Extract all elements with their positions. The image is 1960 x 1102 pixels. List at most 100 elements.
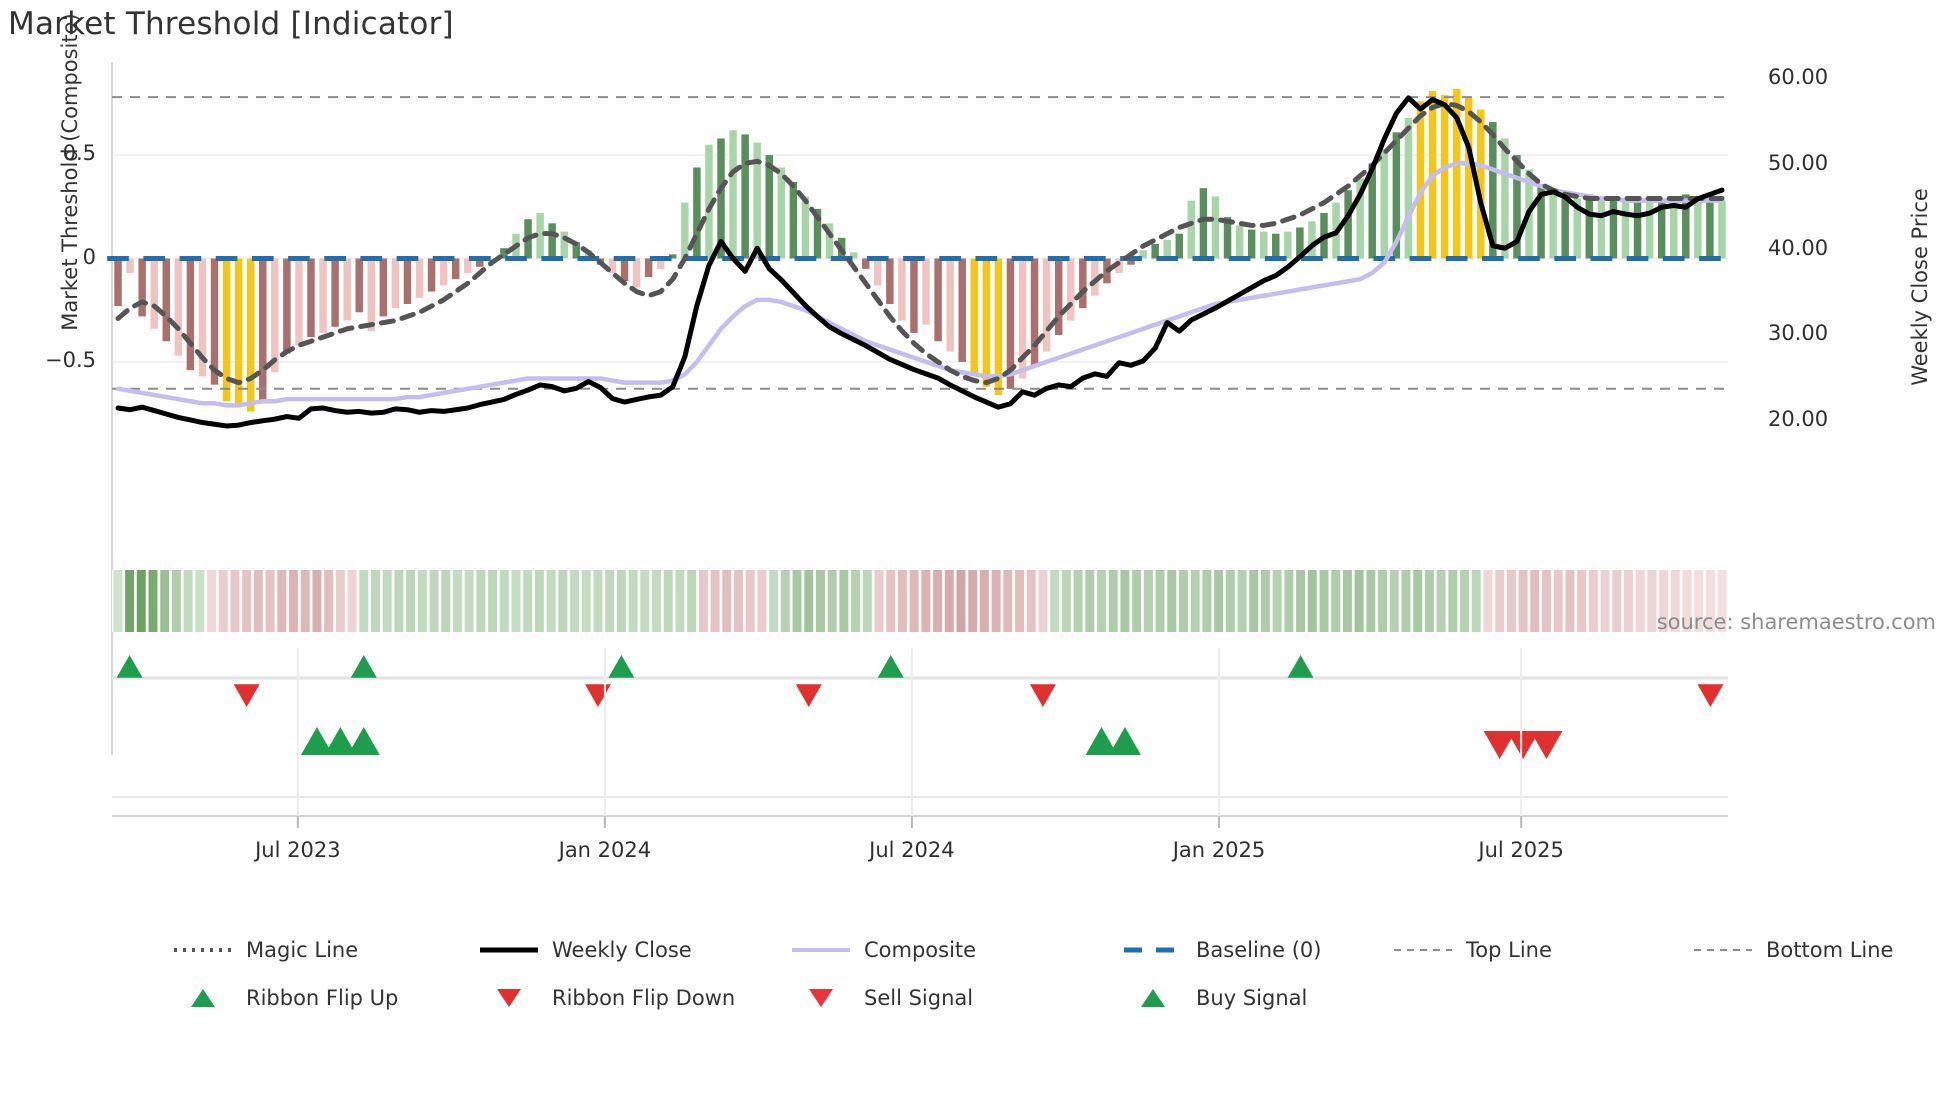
legend-item[interactable]: Sell Signal: [790, 986, 973, 1010]
composite-bar: [500, 248, 508, 259]
legend-item[interactable]: Weekly Close: [478, 938, 692, 962]
ribbon-band: [1705, 570, 1715, 632]
legend-item[interactable]: Top Line: [1392, 938, 1552, 962]
ribbon-band: [1518, 570, 1528, 632]
ribbon-band: [792, 570, 802, 632]
ribbon-flip-up-marker[interactable]: [1287, 655, 1314, 678]
composite-bar: [669, 254, 677, 259]
composite-bar: [693, 167, 701, 259]
sell-signal-marker[interactable]: [1483, 731, 1516, 759]
bottom-tick: Jul 2025: [1478, 838, 1564, 862]
ribbon-band: [991, 570, 1001, 632]
ribbon-band: [1225, 570, 1235, 632]
legend-item[interactable]: Ribbon Flip Up: [172, 986, 398, 1010]
buy-signal-marker[interactable]: [1108, 727, 1141, 755]
composite-bar: [138, 258, 146, 317]
legend-row-primary: Magic Line Weekly Close Composite Baseline …: [0, 930, 1960, 970]
composite-bar: [946, 258, 954, 352]
ribbon-band: [734, 570, 743, 632]
composite-bar: [1211, 196, 1220, 259]
triangle-down-icon: [497, 989, 521, 1007]
legend-item[interactable]: Magic Line: [172, 938, 358, 962]
composite-bar: [1235, 225, 1244, 259]
ribbon-flip-up-marker[interactable]: [116, 655, 143, 678]
ribbon-band: [1682, 570, 1692, 632]
ribbon-flip-down-marker[interactable]: [584, 684, 611, 707]
ribbon-band: [476, 570, 486, 632]
composite-bar: [1549, 194, 1557, 259]
bottom-tick: Jul 2024: [869, 838, 955, 862]
composite-bar: [753, 142, 761, 259]
composite-bar: [560, 231, 568, 259]
ribbon-band: [1577, 570, 1587, 632]
composite-bar: [1284, 231, 1292, 259]
ribbon-flip-down-marker[interactable]: [233, 684, 260, 707]
ribbon-band: [921, 570, 931, 632]
ribbon-flip-up-marker[interactable]: [608, 655, 635, 678]
composite-bar: [114, 258, 122, 307]
composite-bar: [1573, 198, 1581, 259]
weekly-close-line: [115, 95, 1725, 429]
legend-item[interactable]: Baseline (0): [1122, 938, 1321, 962]
ribbon-band: [1530, 570, 1540, 632]
composite-bar: [1585, 194, 1594, 259]
right-tick: 30.00: [1768, 321, 1829, 346]
triangle-down-icon: [809, 989, 833, 1007]
composite-bar: [632, 258, 641, 288]
ribbon-band: [874, 570, 884, 632]
ribbon-background: [112, 570, 1728, 632]
composite-bar: [608, 258, 617, 273]
ribbon-band: [769, 570, 779, 632]
composite-bar: [1392, 132, 1401, 259]
left-tick: −0.5: [45, 347, 96, 372]
composite-bar: [367, 258, 376, 331]
sell-signal-marker[interactable]: [1507, 731, 1540, 759]
composite-bar: [222, 258, 231, 402]
composite-bar: [874, 258, 882, 286]
sell-signal-marker[interactable]: [1530, 731, 1563, 759]
ribbon-band: [265, 570, 275, 632]
composite-bar: [825, 223, 834, 259]
legend-label: Magic Line: [246, 938, 359, 962]
ribbon-flip-down-marker[interactable]: [795, 684, 822, 707]
buy-signal-marker[interactable]: [1085, 727, 1118, 755]
composite-bar: [1513, 155, 1521, 259]
composite-bar: [741, 134, 749, 259]
ribbon-band: [1413, 570, 1423, 632]
ribbon-band: [816, 570, 825, 632]
composite-bar: [681, 202, 689, 259]
triangle-up-icon: [1141, 989, 1165, 1007]
legend-item[interactable]: Buy Signal: [1122, 986, 1307, 1010]
composite-bar: [1151, 244, 1159, 259]
ribbon-band: [289, 570, 298, 632]
ribbon-band: [628, 570, 638, 632]
composite-bar: [934, 258, 942, 342]
ribbon-band: [417, 570, 427, 632]
ribbon-band: [429, 570, 439, 632]
ribbon-flip-up-marker[interactable]: [877, 655, 904, 678]
ribbon-flip-down-marker[interactable]: [1029, 684, 1056, 707]
buy-signal-marker[interactable]: [347, 727, 380, 755]
ribbon-band: [1401, 570, 1411, 632]
ribbon-band: [499, 570, 509, 632]
ribbon-flip-up-marker[interactable]: [350, 655, 377, 678]
ribbon-flip-down-marker[interactable]: [1697, 684, 1724, 707]
buy-signal-marker[interactable]: [300, 727, 333, 755]
composite-bar: [729, 130, 737, 259]
composite-bar: [1030, 258, 1039, 367]
legend-item[interactable]: Bottom Line: [1692, 938, 1893, 962]
ribbon-band: [1588, 570, 1598, 632]
composite-bar: [1380, 148, 1389, 259]
ribbon-band: [1190, 570, 1200, 632]
ribbon-band: [230, 570, 240, 632]
composite-bar: [1308, 221, 1316, 259]
legend-item[interactable]: Ribbon Flip Down: [478, 986, 735, 1010]
composite-bar: [439, 258, 448, 286]
buy-signal-marker[interactable]: [324, 727, 357, 755]
ribbon-band: [1354, 570, 1364, 632]
legend-item[interactable]: Composite: [790, 938, 976, 962]
composite-bar: [1079, 258, 1087, 309]
composite-bar: [391, 258, 400, 309]
ribbon-band: [148, 570, 158, 632]
